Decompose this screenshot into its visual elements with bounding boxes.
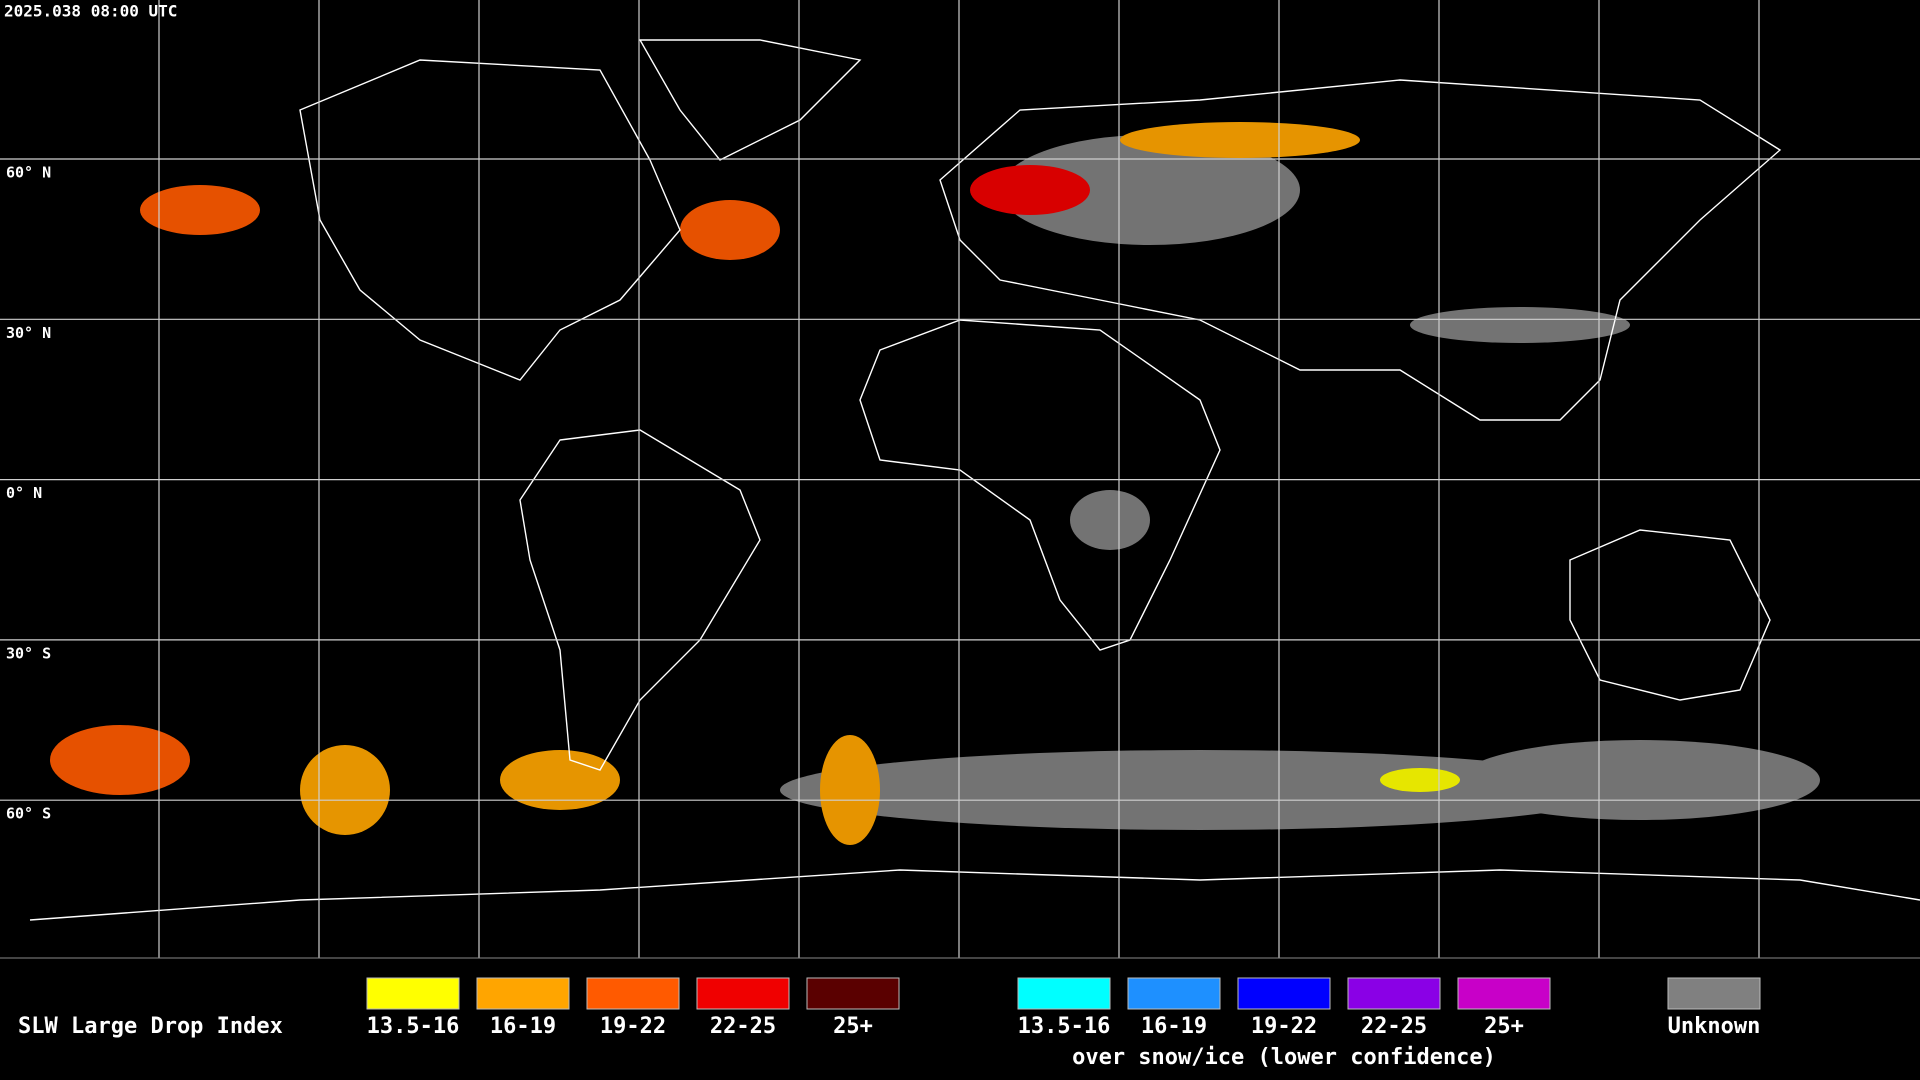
legend-swatch (696, 977, 790, 1010)
cloud-area (820, 735, 880, 845)
legend-label: 16-19 (490, 1014, 556, 1039)
legend-swatch (1237, 977, 1331, 1010)
cloud-area (1460, 740, 1820, 820)
cloud-area (300, 745, 390, 835)
cloud-area (1000, 135, 1300, 245)
legend-label: 22-25 (1361, 1014, 1427, 1039)
map: 60° N 30° N 0° N 30° S 60° S 2025.038 08:00 … (0, 0, 1920, 959)
legend-title: SLW Large Drop Index (18, 1014, 283, 1039)
cloud-area (1070, 490, 1150, 550)
latitude-label: 60° N (6, 164, 51, 182)
legend-swatch (1347, 977, 1441, 1010)
legend-label: 16-19 (1141, 1014, 1207, 1039)
legend-caption: over snow/ice (lower confidence) (1072, 1045, 1496, 1070)
legend-swatch (1017, 977, 1111, 1010)
legend-label: Unknown (1668, 1014, 1761, 1039)
latitude-label: 30° N (6, 324, 51, 342)
legend-label: 22-25 (710, 1014, 776, 1039)
coastline (29, 869, 1920, 921)
legend-label: 19-22 (600, 1014, 666, 1039)
cloud-area (680, 200, 780, 260)
cloud-area (1380, 768, 1460, 792)
legend-label: 25+ (833, 1014, 873, 1039)
legend-label: 13.5-16 (1018, 1014, 1111, 1039)
coastline (638, 39, 862, 161)
legend-swatch (1457, 977, 1551, 1010)
legend-swatch (1127, 977, 1221, 1010)
cloud-area (500, 750, 620, 810)
cloud-area (1120, 122, 1360, 158)
cloud-fields (50, 122, 1820, 845)
legend: SLW Large Drop Index 13.5-16 16-19 19-22 22… (18, 977, 1761, 1070)
legend-label: 25+ (1484, 1014, 1524, 1039)
legend-swatch (1667, 977, 1761, 1010)
cloud-area (970, 165, 1090, 215)
legend-swatch (476, 977, 570, 1010)
latitude-label: 30° S (6, 644, 51, 662)
coastline (859, 319, 1221, 651)
coastline (939, 79, 1782, 421)
cloud-area (50, 725, 190, 795)
cloud-area (1410, 307, 1630, 343)
latitude-label: 0° N (6, 484, 42, 502)
timestamp: 2025.038 08:00 UTC (4, 2, 177, 21)
legend-swatch (806, 977, 900, 1010)
legend-label: 13.5-16 (367, 1014, 460, 1039)
legend-label: 19-22 (1251, 1014, 1317, 1039)
cloud-area (140, 185, 260, 235)
graticule: 60° N 30° N 0° N 30° S 60° S (0, 0, 1920, 959)
legend-swatch (586, 977, 680, 1010)
latitude-label: 60° S (6, 805, 51, 823)
coastline (299, 59, 681, 381)
legend-swatch (366, 977, 460, 1010)
coastlines (29, 39, 1920, 921)
